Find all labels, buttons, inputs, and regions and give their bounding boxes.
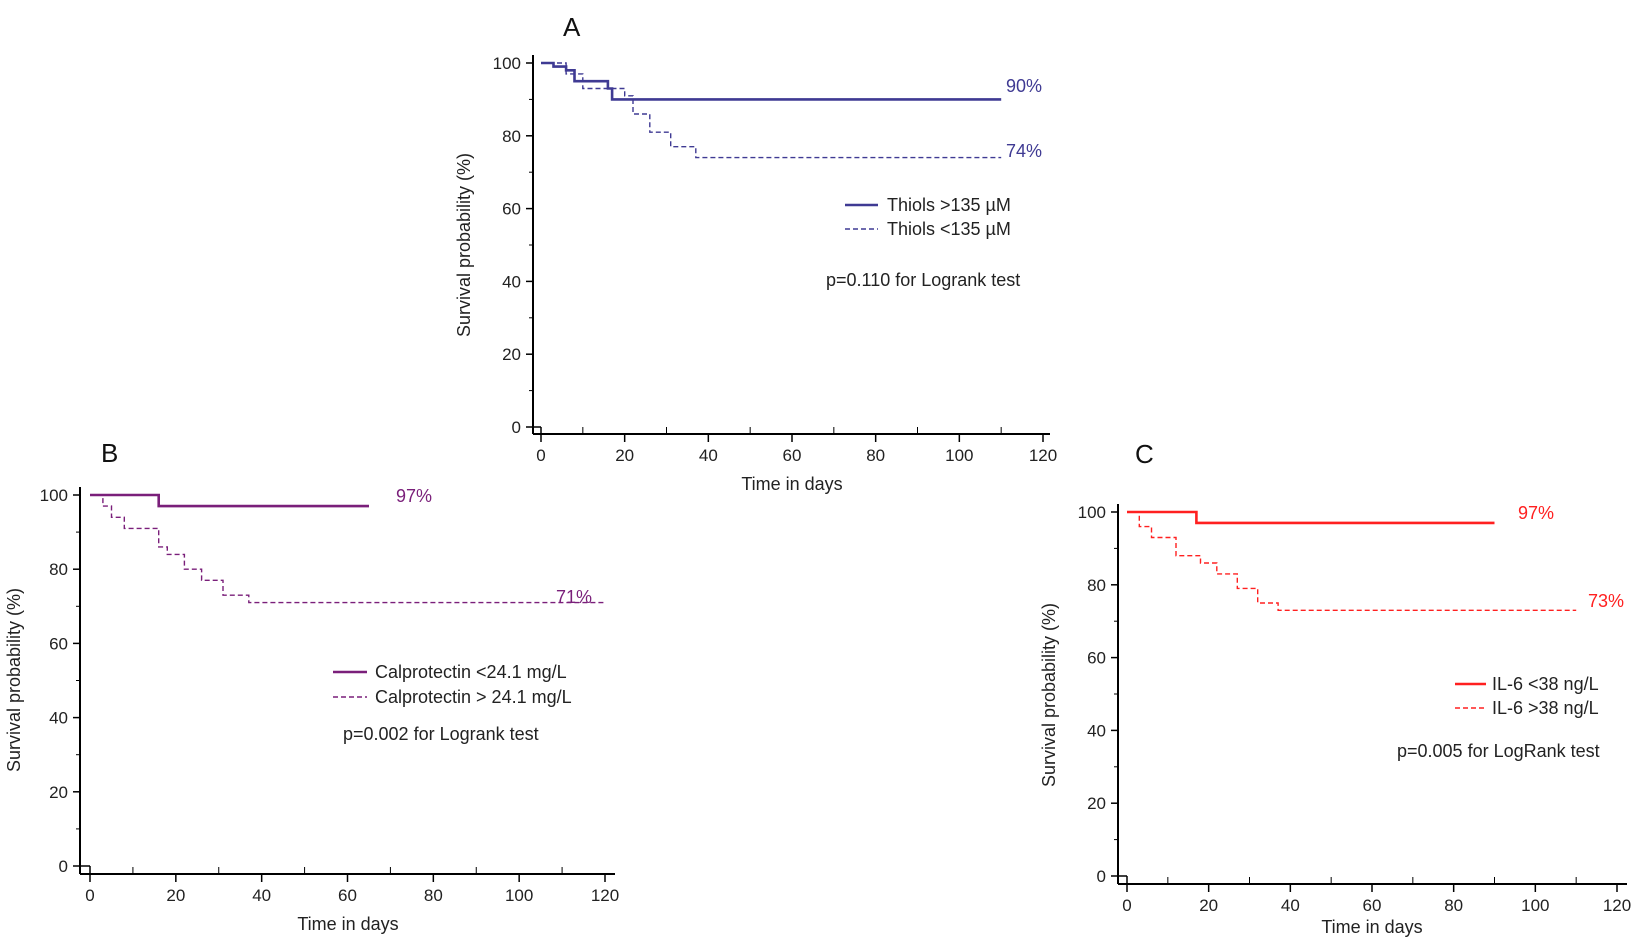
x-tick-label: 120 [1029, 446, 1057, 465]
x-tick-label: 20 [1199, 896, 1218, 915]
chart-panel-b: B 0 20 40 60 80 100 0 20 40 60 80 100 120 Time in days… [4, 438, 619, 934]
panel-label: C [1135, 439, 1154, 469]
y-tick-label: 40 [49, 709, 68, 728]
legend-label: Thiols >135 µM [887, 195, 1011, 215]
y-tick-label: 20 [502, 345, 521, 364]
y-tick-label: 0 [512, 418, 521, 437]
p-value-annotation: p=0.002 for Logrank test [343, 724, 539, 744]
x-tick-label: 80 [866, 446, 885, 465]
x-tick-label: 100 [1521, 896, 1549, 915]
legend-label: Calprotectin <24.1 mg/L [375, 662, 567, 682]
x-tick-label: 0 [1122, 896, 1131, 915]
legend-label: IL-6 <38 ng/L [1492, 674, 1599, 694]
p-value-annotation: p=0.110 for Logrank test [826, 270, 1020, 290]
y-tick-label: 40 [1087, 721, 1106, 740]
y-tick-label: 80 [502, 127, 521, 146]
x-tick-label: 60 [1363, 896, 1382, 915]
survival-curve-solid [1127, 510, 1495, 525]
legend-label: IL-6 >38 ng/L [1492, 698, 1599, 718]
x-axis-label: Time in days [297, 914, 398, 934]
x-tick-label: 80 [424, 886, 443, 905]
y-tick-label: 100 [1078, 503, 1106, 522]
end-percent-label: 74% [1006, 141, 1042, 161]
y-tick-label: 100 [493, 54, 521, 73]
y-tick-label: 0 [59, 857, 68, 876]
y-axis-label: Survival probability (%) [454, 153, 474, 337]
x-axis-label: Time in days [1321, 917, 1422, 937]
x-tick-label: 60 [338, 886, 357, 905]
panel-label: B [101, 438, 118, 468]
x-axis-label: Time in days [741, 474, 842, 494]
x-tick-label: 40 [252, 886, 271, 905]
survival-curve-dashed [541, 62, 1002, 159]
survival-curve-solid [90, 493, 369, 508]
x-tick-label: 120 [1603, 896, 1631, 915]
y-tick-label: 20 [1087, 794, 1106, 813]
x-tick-label: 60 [783, 446, 802, 465]
x-tick-label: 100 [945, 446, 973, 465]
end-percent-label: 73% [1588, 591, 1624, 611]
panel-label: A [563, 12, 581, 42]
y-tick-label: 80 [1087, 576, 1106, 595]
x-tick-label: 0 [536, 446, 545, 465]
y-tick-label: 0 [1097, 867, 1106, 886]
y-axis-label: Survival probability (%) [4, 588, 24, 772]
x-tick-label: 100 [505, 886, 533, 905]
x-tick-label: 80 [1444, 896, 1463, 915]
x-tick-label: 40 [699, 446, 718, 465]
chart-panel-a: A 0 20 40 60 80 100 0 20 40 60 80 100 120 Time in days… [454, 12, 1057, 494]
y-tick-label: 60 [49, 634, 68, 653]
legend: Calprotectin <24.1 mg/L Calprotectin > 24… [333, 662, 572, 707]
p-value-annotation: p=0.005 for LogRank test [1397, 741, 1600, 761]
y-tick-label: 40 [502, 272, 521, 291]
x-tick-label: 20 [166, 886, 185, 905]
survival-curve-dashed [1127, 511, 1577, 611]
y-tick-label: 60 [1087, 649, 1106, 668]
legend: IL-6 <38 ng/L IL-6 >38 ng/L [1455, 674, 1599, 718]
y-tick-label: 80 [49, 560, 68, 579]
y-tick-label: 60 [502, 200, 521, 219]
legend-label: Thiols <135 µM [887, 219, 1011, 239]
end-percent-label: 97% [1518, 503, 1554, 523]
end-percent-label: 97% [396, 486, 432, 506]
x-tick-label: 20 [615, 446, 634, 465]
end-percent-label: 90% [1006, 76, 1042, 96]
legend-label: Calprotectin > 24.1 mg/L [375, 687, 572, 707]
y-tick-label: 100 [40, 486, 68, 505]
y-axis-label: Survival probability (%) [1039, 603, 1059, 787]
y-tick-label: 20 [49, 783, 68, 802]
x-tick-label: 0 [85, 886, 94, 905]
survival-curve-solid [541, 61, 1002, 101]
legend: Thiols >135 µM Thiols <135 µM [845, 195, 1011, 239]
end-percent-label: 71% [556, 587, 592, 607]
survival-curve-dashed [90, 494, 605, 604]
chart-panel-c: C 0 20 40 60 80 100 0 20 40 60 80 100 120 Time in days… [1039, 439, 1631, 937]
x-tick-label: 120 [591, 886, 619, 905]
x-tick-label: 40 [1281, 896, 1300, 915]
